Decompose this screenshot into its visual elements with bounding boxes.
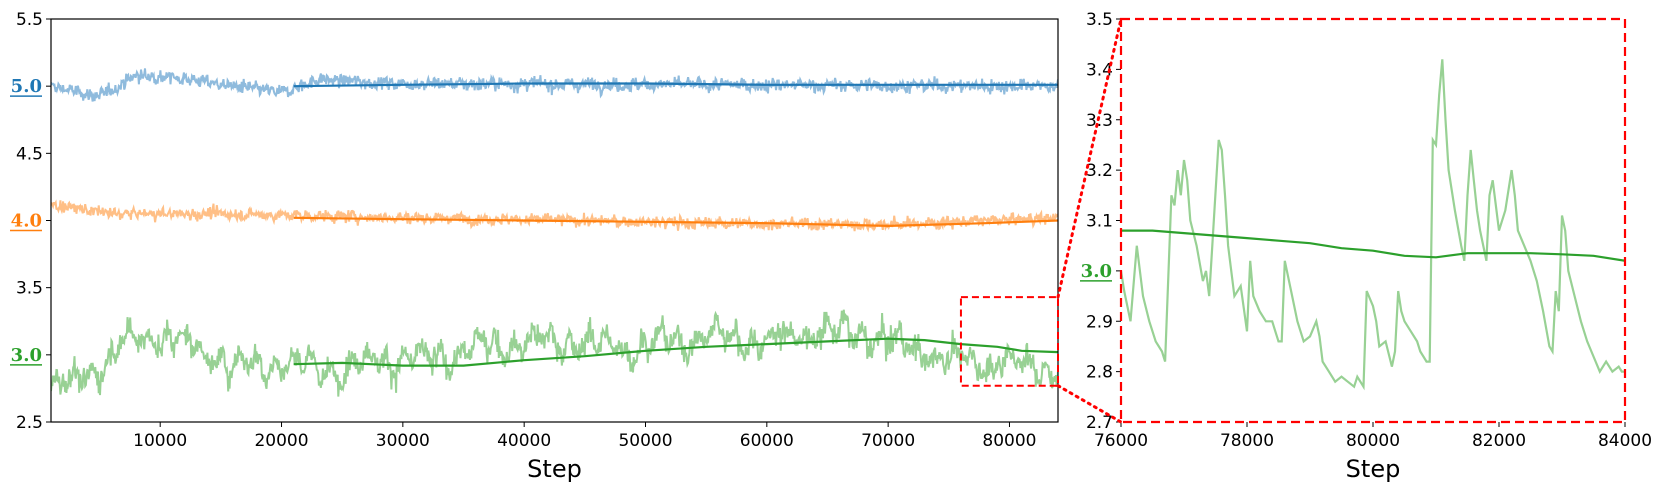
x-tick-label: 78000 (1220, 431, 1274, 451)
zoom-region-box (959, 296, 1059, 387)
y-tick-label: 2.7 (1086, 413, 1113, 433)
zoom-smoothed-series-line (1121, 229, 1625, 262)
x-tick-label: 60000 (740, 431, 794, 451)
main-plot-frame (50, 18, 1059, 423)
y-tick-label: 4.5 (16, 144, 43, 164)
y-tick-label: 2.5 (16, 413, 43, 433)
smoothed-series-line (293, 82, 1058, 88)
highlighted-y-tick-label: 3.0 (11, 345, 42, 366)
smoothed-series-line (293, 216, 1058, 228)
main-plot: 2.5 3.5 4.5 5.5 5.0 4.0 3.0 10000 20000 30000 4000… (10, 10, 1059, 483)
zoom-plot-frame (1119, 17, 1627, 424)
zoom-connector-bottom (1056, 384, 1123, 424)
x-tick-label: 84000 (1598, 431, 1652, 451)
smoothed-series-line (293, 337, 1058, 367)
highlighted-y-tick-label: 4.0 (11, 211, 42, 232)
zoom-connectors (1056, 17, 1123, 424)
x-tick-label: 70000 (861, 431, 915, 451)
x-tick-label: 80000 (982, 431, 1036, 451)
x-tick-label: 10000 (133, 431, 187, 451)
y-tick-label: 3.5 (1086, 10, 1113, 30)
y-tick-label: 2.9 (1086, 312, 1113, 332)
raw-series-line (51, 68, 1058, 102)
y-tick-label: 2.8 (1086, 363, 1113, 383)
y-tick-label: 3.5 (16, 279, 43, 299)
x-tick-label: 82000 (1472, 431, 1526, 451)
x-axis-label: Step (1346, 455, 1401, 483)
x-tick-label: 76000 (1094, 431, 1148, 451)
x-axis-label: Step (527, 455, 582, 483)
x-tick-label: 50000 (618, 431, 672, 451)
x-tick-label: 30000 (376, 431, 430, 451)
x-tick-label: 20000 (254, 431, 308, 451)
zoom-raw-series-line (1121, 59, 1625, 391)
zoom-plot: 2.7 2.8 2.9 3.1 3.2 3.3 3.4 3.5 3.0 76000 78000 800… (1080, 10, 1652, 483)
x-tick-label: 80000 (1346, 431, 1400, 451)
x-tick-label: 40000 (497, 431, 551, 451)
raw-series-line (51, 199, 1058, 233)
y-tick-label: 3.2 (1086, 161, 1113, 181)
y-tick-label: 3.4 (1086, 60, 1113, 80)
zoom-connector-top (1056, 17, 1123, 299)
y-tick-label: 3.1 (1086, 212, 1113, 232)
y-tick-label: 3.3 (1086, 111, 1113, 131)
y-tick-label: 5.5 (16, 10, 43, 30)
raw-series-line (51, 309, 1058, 397)
highlighted-y-tick-label: 5.0 (11, 76, 42, 97)
highlighted-y-tick-label: 3.0 (1081, 261, 1112, 282)
